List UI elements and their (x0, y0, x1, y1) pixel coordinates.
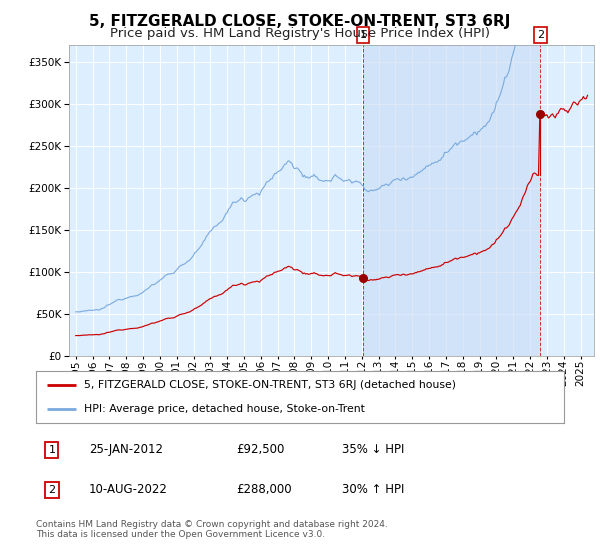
Text: HPI: Average price, detached house, Stoke-on-Trent: HPI: Average price, detached house, Stok… (83, 404, 364, 414)
Text: 5, FITZGERALD CLOSE, STOKE-ON-TRENT, ST3 6RJ (detached house): 5, FITZGERALD CLOSE, STOKE-ON-TRENT, ST3… (83, 380, 455, 390)
Text: 30% ↑ HPI: 30% ↑ HPI (342, 483, 404, 496)
Text: 2: 2 (48, 484, 55, 494)
Text: 5, FITZGERALD CLOSE, STOKE-ON-TRENT, ST3 6RJ: 5, FITZGERALD CLOSE, STOKE-ON-TRENT, ST3… (89, 14, 511, 29)
Text: Contains HM Land Registry data © Crown copyright and database right 2024.
This d: Contains HM Land Registry data © Crown c… (36, 520, 388, 539)
Text: £92,500: £92,500 (236, 444, 285, 456)
Text: 25-JAN-2012: 25-JAN-2012 (89, 444, 163, 456)
Text: 2: 2 (537, 30, 544, 40)
Text: 35% ↓ HPI: 35% ↓ HPI (342, 444, 404, 456)
Text: 1: 1 (359, 30, 367, 40)
Text: £288,000: £288,000 (236, 483, 292, 496)
Text: Price paid vs. HM Land Registry's House Price Index (HPI): Price paid vs. HM Land Registry's House … (110, 27, 490, 40)
Text: 1: 1 (49, 445, 55, 455)
Bar (363, 45, 541, 356)
Text: 10-AUG-2022: 10-AUG-2022 (89, 483, 167, 496)
